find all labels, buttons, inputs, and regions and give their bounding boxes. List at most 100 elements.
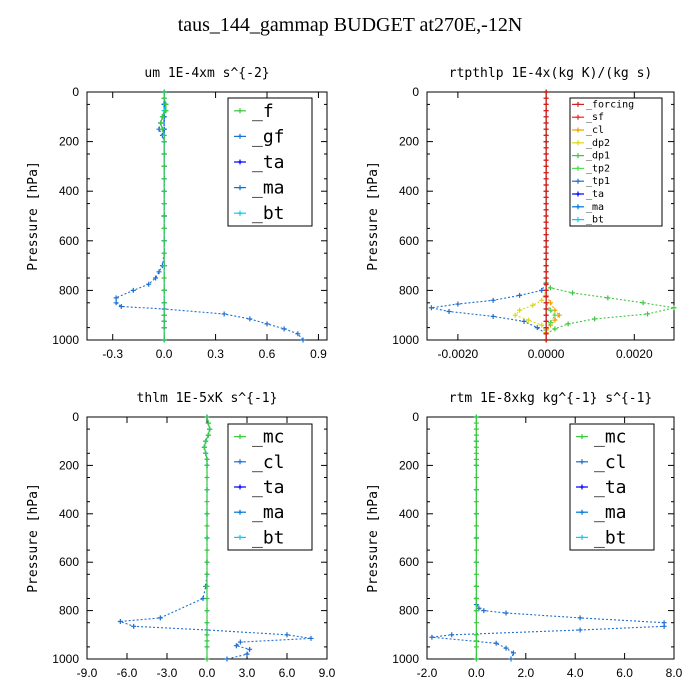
data-point-17: [543, 194, 549, 200]
y-tick-label: 200: [399, 135, 419, 149]
series-mc: [473, 414, 479, 662]
data-point-15: [161, 225, 167, 231]
data-point-17: [161, 250, 167, 256]
y-tick-label: 0: [412, 410, 419, 424]
data-point-40: [543, 337, 549, 343]
data-point-14: [473, 535, 479, 541]
data-point-13: [543, 170, 549, 176]
legend-marker-point-2: [579, 484, 585, 490]
legend-label: _mc: [252, 427, 285, 448]
data-point-22: [508, 656, 514, 662]
data-point-8: [161, 139, 167, 145]
x-tick-label: 0.3: [207, 347, 224, 361]
legend-marker-point-1: [575, 114, 581, 120]
data-point-38: [543, 325, 549, 331]
data-point-26: [543, 250, 549, 256]
data-point-13: [577, 615, 583, 621]
data-point-0: [161, 89, 167, 95]
y-tick-label: 0: [412, 85, 419, 99]
y-tick-label: 1000: [52, 652, 79, 666]
y-axis-label: Pressure [hPa]: [26, 161, 41, 271]
data-point-18: [429, 634, 435, 640]
data-point-12: [543, 163, 549, 169]
data-point-11: [204, 499, 210, 505]
legend-marker-point-9: [575, 217, 581, 223]
y-tick-label: 600: [399, 234, 419, 248]
legend-label: _f: [252, 101, 274, 122]
data-point-21: [543, 219, 549, 225]
y-tick-label: 600: [59, 555, 79, 569]
y-tick-label: 0: [72, 410, 79, 424]
data-point-11: [473, 499, 479, 505]
data-point-4: [159, 114, 165, 120]
panel-title: thlm 1E-5xK s^{-1}: [137, 391, 278, 406]
data-point-22: [473, 632, 479, 638]
data-point-31: [543, 281, 549, 287]
data-point-17: [117, 618, 123, 624]
x-tick-label: 6.0: [279, 666, 296, 680]
x-tick-label: -0.0020: [438, 347, 479, 361]
data-point-13: [204, 523, 210, 529]
data-point-6: [543, 126, 549, 132]
panel-1: um 1E-4xm s^{-2} Pressure [hPa] 0 200 400 600…: [26, 66, 328, 361]
data-point-12: [161, 188, 167, 194]
data-point-21: [308, 635, 314, 641]
data-point-11: [592, 316, 598, 322]
data-point-17: [473, 571, 479, 577]
legend-label: _mc: [594, 427, 627, 448]
data-point-9: [161, 151, 167, 157]
data-point-7: [605, 295, 611, 301]
data-point-12: [473, 511, 479, 517]
data-point-0: [473, 414, 479, 420]
data-point-3: [205, 432, 211, 438]
data-point-13: [552, 326, 558, 332]
y-tick-label: 800: [399, 604, 419, 618]
legend: _mc _cl _ta _ma _bt: [569, 423, 655, 551]
data-point-27: [543, 256, 549, 262]
x-tick-label: 0.0000: [528, 347, 565, 361]
x-tick-label: 2.0: [517, 666, 534, 680]
data-point-8: [640, 300, 646, 306]
data-point-29: [264, 321, 270, 327]
data-point-24: [113, 300, 119, 306]
data-point-3: [543, 108, 549, 114]
data-point-28: [543, 263, 549, 269]
data-point-6: [203, 450, 209, 456]
data-point-5: [201, 444, 207, 450]
data-point-7: [512, 312, 518, 318]
data-point-23: [161, 318, 167, 324]
data-point-35: [543, 306, 549, 312]
plot-frame: [426, 416, 675, 660]
panel-2: rtpthlp 1E-4x(kg K)/(kg s) Pressure [hPa]…: [366, 66, 677, 361]
data-point-19: [156, 269, 162, 275]
data-point-21: [473, 620, 479, 626]
data-point-24: [247, 646, 253, 652]
data-point-27: [221, 311, 227, 317]
legend-label: _bt: [594, 527, 627, 548]
y-tick-label: 200: [59, 458, 79, 472]
series-mc: [201, 414, 213, 662]
data-point-5: [552, 312, 558, 318]
plot-frame: [86, 91, 328, 341]
panel-4: rtm 1E-8xkg kg^{-1} s^{-1} Pressure [hPa]…: [366, 391, 683, 680]
data-point-25: [161, 337, 167, 343]
y-tick-label: 400: [59, 184, 79, 198]
data-point-22: [130, 287, 136, 293]
data-point-25: [543, 244, 549, 250]
legend-box: [227, 423, 313, 551]
data-point-21: [204, 620, 210, 626]
legend-marker-point-4: [575, 153, 581, 159]
x-tick-label: 0.0: [156, 347, 173, 361]
data-point-21: [146, 281, 152, 287]
legend-marker-point-6: [575, 178, 581, 184]
data-point-15: [204, 547, 210, 553]
panel-3: thlm 1E-5xK s^{-1} Pressure [hPa] 0 200 400 6…: [26, 391, 336, 680]
legend-label: _ma: [594, 502, 627, 523]
data-point-0: [204, 414, 210, 420]
data-point-6: [556, 312, 562, 318]
data-point-9: [543, 145, 549, 151]
legend-marker-point-3: [237, 509, 243, 515]
legend-marker-point-8: [575, 204, 581, 210]
y-tick-label: 600: [59, 234, 79, 248]
